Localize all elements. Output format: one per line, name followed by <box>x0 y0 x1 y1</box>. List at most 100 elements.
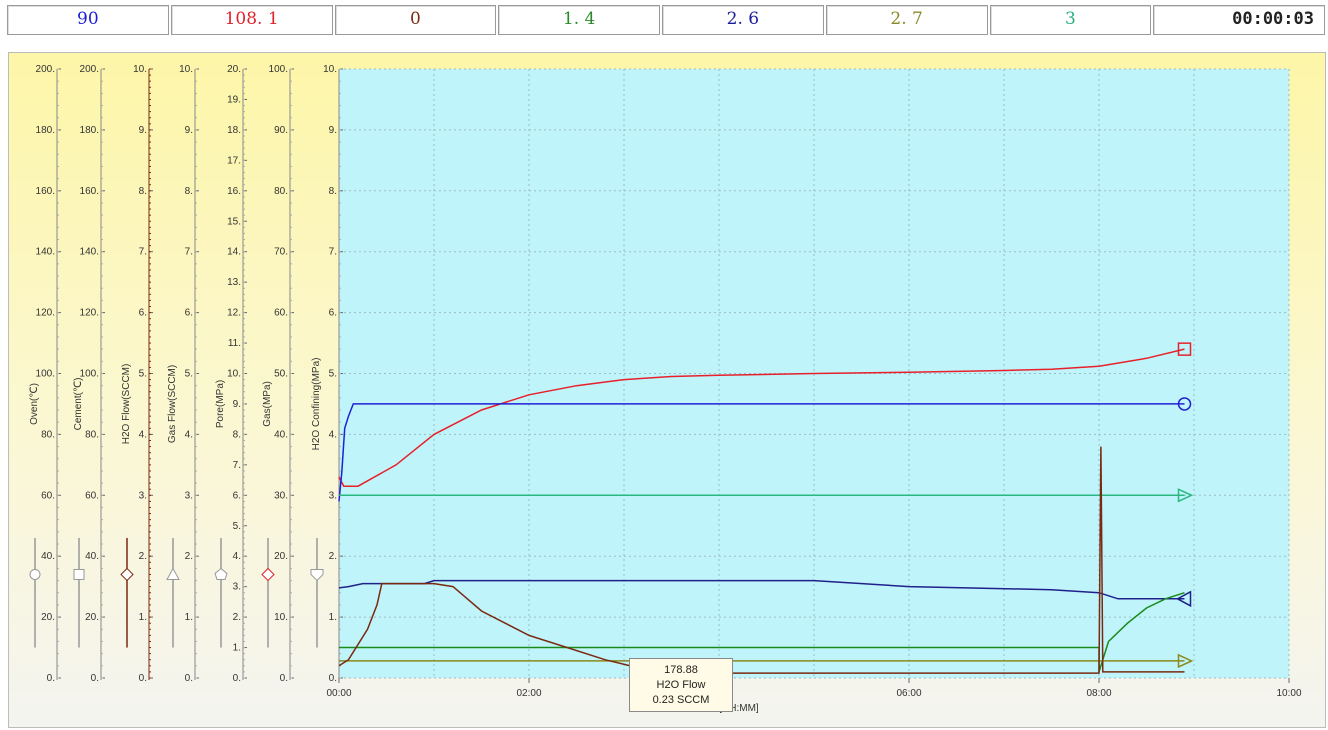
axis-tick-label-gas: 30. <box>274 490 288 501</box>
axis-tick-label-h2o_confining: 6. <box>329 308 337 319</box>
axis-tick-label-h2o_confining: 4. <box>329 429 337 440</box>
axis-tick-label-oven: 180. <box>36 125 55 136</box>
axis-tick-label-pore: 20. <box>227 64 241 75</box>
series-end-marker-1 <box>1177 397 1192 411</box>
axis-tick-label-pore: 4. <box>233 551 241 562</box>
axis-tick-label-gas: 0. <box>280 673 288 684</box>
axis-tick-label-h2o_confining: 1. <box>329 612 337 623</box>
axis-tick-label-gas_flow: 1. <box>185 612 193 623</box>
axis-tick-label-gas: 60. <box>274 308 288 319</box>
axis-tick-label-gas_flow: 8. <box>185 186 193 197</box>
series-end-marker-0 <box>1177 342 1192 356</box>
axis-tick-label-gas_flow: 6. <box>185 308 193 319</box>
axis-tick-label-h2o_confining: 2. <box>329 551 337 562</box>
axis-tick-label-h2o_flow: 7. <box>139 247 147 258</box>
x-tick-label: 06:00 <box>896 688 921 699</box>
axis-tick-label-oven: 20. <box>41 612 55 623</box>
slider-thumb-gas_flow[interactable] <box>166 567 180 580</box>
tooltip-series: H2O Flow <box>656 679 706 691</box>
axis-tick-label-pore: 7. <box>233 460 241 471</box>
axis-tick-label-cement: 200. <box>80 64 99 75</box>
axis-tick-label-cement: 80. <box>85 429 99 440</box>
axis-tick-label-pore: 11. <box>228 338 241 349</box>
axis-tick-label-pore: 16. <box>227 186 241 197</box>
axis-tick-label-h2o_confining: 8. <box>329 186 337 197</box>
axis-tick-label-cement: 40. <box>85 551 99 562</box>
axis-tick-label-pore: 1. <box>233 643 241 654</box>
multi-axis-chart[interactable]: 0. 20. 40. 60. 80. 100. 120. 140. 160. 180. 200. Ov… <box>9 53 1325 727</box>
series-end-marker-2 <box>1177 488 1194 503</box>
slider-thumb-h2o_flow[interactable] <box>120 567 134 582</box>
axis-label-gas_flow: Gas Flow(SCCM) <box>167 365 178 443</box>
series-end-marker-3 <box>1175 590 1192 608</box>
readout-gas-flow: 1. 4 <box>498 5 660 35</box>
x-tick-label: 10:00 <box>1276 688 1301 699</box>
axis-tick-label-gas_flow: 10. <box>179 64 193 75</box>
axis-tick-label-pore: 14. <box>227 247 241 258</box>
axis-tick-label-gas_flow: 4. <box>185 429 193 440</box>
axis-tick-label-h2o_confining: 0. <box>329 673 337 684</box>
axis-tick-label-pore: 8. <box>233 429 241 440</box>
axis-tick-label-h2o_confining: 9. <box>329 125 337 136</box>
axis-tick-label-h2o_flow: 10. <box>133 64 147 75</box>
readout-h2o-flow: 0 <box>334 5 497 35</box>
axis-label-cement: Cement(℃) <box>73 377 84 430</box>
axis-tick-label-gas_flow: 2. <box>185 551 193 562</box>
axis-tick-label-oven: 60. <box>41 490 55 501</box>
axis-tick-label-pore: 15. <box>227 216 241 227</box>
axis-label-pore: Pore(MPa) <box>215 380 226 428</box>
axis-tick-label-gas: 80. <box>274 186 288 197</box>
axis-tick-label-gas: 40. <box>274 429 288 440</box>
axis-tick-label-oven: 0. <box>47 673 55 684</box>
axis-tick-label-pore: 5. <box>233 521 241 532</box>
readout-bar: 90 108. 1 0 1. 4 2. 6 2. 7 3 00:00:03 <box>7 5 1325 35</box>
axis-tick-label-gas_flow: 5. <box>185 369 193 380</box>
series-line-1 <box>338 403 1185 502</box>
axis-tick-label-pore: 0. <box>233 673 241 684</box>
axis-label-h2o_flow: H2O Flow(SCCM) <box>121 364 132 445</box>
axis-tick-label-pore: 13. <box>227 277 241 288</box>
axis-tick-label-pore: 18. <box>227 125 241 136</box>
slider-thumb-gas[interactable] <box>261 567 275 582</box>
axis-tick-label-gas_flow: 0. <box>185 673 193 684</box>
axis-tick-label-h2o_flow: 5. <box>139 369 147 380</box>
axis-tick-label-cement: 20. <box>85 612 99 623</box>
axis-tick-label-cement: 60. <box>85 490 99 501</box>
slider-thumb-h2o_confining[interactable] <box>310 568 324 582</box>
axis-tick-label-pore: 3. <box>233 582 241 593</box>
axis-tick-label-h2o_flow: 2. <box>139 551 147 562</box>
series-line-0 <box>338 348 1185 487</box>
elapsed-time: 00:00:03 <box>1153 5 1325 35</box>
readout-oven: 90 <box>7 5 169 35</box>
axis-tick-label-oven: 40. <box>41 551 55 562</box>
axis-tick-label-oven: 120. <box>36 308 55 319</box>
slider-thumb-pore[interactable] <box>214 567 228 580</box>
axis-tick-label-pore: 19. <box>227 94 241 105</box>
readout-pore: 2. 6 <box>662 5 824 35</box>
axis-tick-label-h2o_flow: 3. <box>139 490 147 501</box>
axis-tick-label-gas: 20. <box>274 551 288 562</box>
axis-tick-label-h2o_flow: 8. <box>139 186 147 197</box>
axis-tick-label-gas: 90. <box>274 125 288 136</box>
readout-h2o-confining: 3 <box>989 5 1152 35</box>
series-end-marker-5 <box>1177 653 1194 669</box>
readout-cement: 108. 1 <box>170 5 333 35</box>
axis-tick-label-cement: 160. <box>80 186 99 197</box>
series-line-6 <box>338 446 1185 674</box>
x-axis-label: [HH:MM] <box>719 703 759 714</box>
slider-thumb-cement[interactable] <box>73 568 85 580</box>
axis-tick-label-pore: 10. <box>227 369 241 380</box>
axis-tick-label-h2o_confining: 10. <box>323 64 337 75</box>
axis-tick-label-oven: 80. <box>41 429 55 440</box>
axis-tick-label-gas: 10. <box>274 612 288 623</box>
axis-label-oven: Oven(℃) <box>29 383 40 425</box>
series-line-3 <box>338 579 1185 600</box>
axis-tick-label-pore: 12. <box>227 308 241 319</box>
axis-tick-label-oven: 160. <box>36 186 55 197</box>
axis-tick-label-cement: 0. <box>91 673 99 684</box>
chart-panel: 0. 20. 40. 60. 80. 100. 120. 140. 160. 180. 200. Ov… <box>8 52 1326 728</box>
axis-tick-label-oven: 100. <box>36 369 55 380</box>
x-tick-label: 00:00 <box>326 688 351 699</box>
axis-tick-label-h2o_flow: 1. <box>139 612 147 623</box>
slider-thumb-oven[interactable] <box>29 568 41 580</box>
